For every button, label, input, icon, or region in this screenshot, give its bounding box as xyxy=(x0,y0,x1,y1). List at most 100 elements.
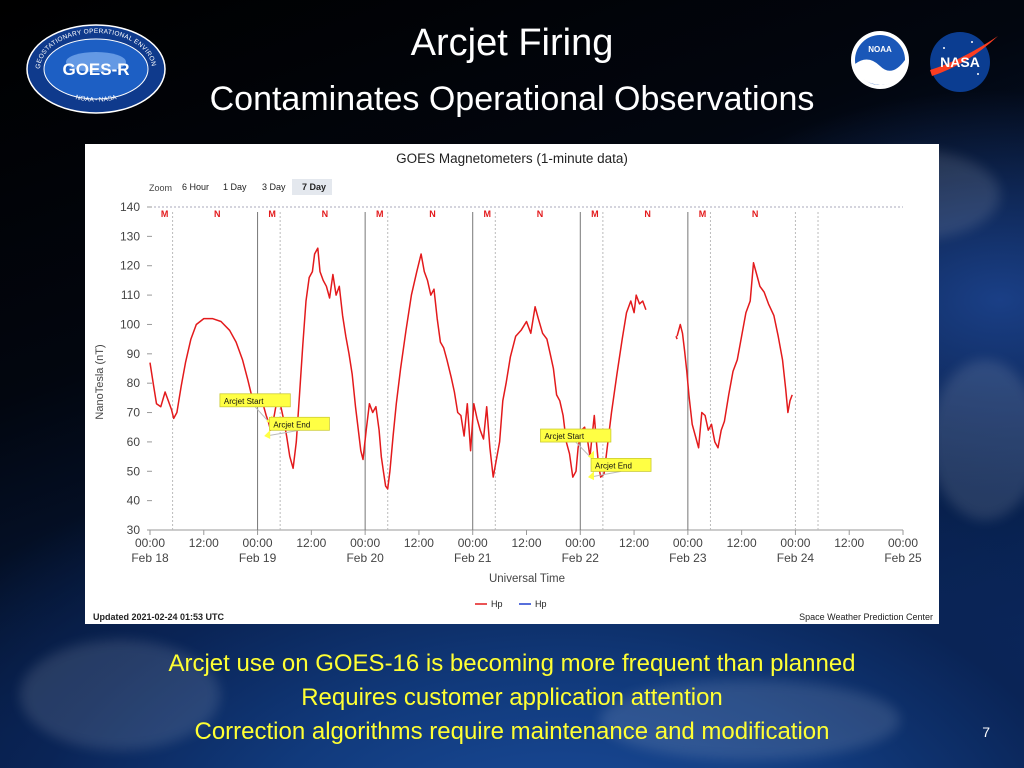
legend-label-hp-red[interactable]: Hp xyxy=(491,599,503,609)
x-tick-time: 00:00 xyxy=(565,536,595,550)
magnetometer-chart: GOES Magnetometers (1-minute data) Zoom … xyxy=(93,151,933,622)
cloud-decoration xyxy=(930,360,1024,520)
mn-marker-m: M xyxy=(161,209,169,219)
mn-marker-m: M xyxy=(376,209,384,219)
annotation-pointer xyxy=(589,470,622,478)
x-tick-date: Feb 19 xyxy=(239,551,277,565)
day-markers xyxy=(172,212,819,530)
bullet-line-1: Arcjet use on GOES-16 is becoming more f… xyxy=(168,650,856,677)
y-tick-label: 90 xyxy=(127,347,141,361)
series-line-hp xyxy=(675,335,678,340)
annotation-box xyxy=(269,416,330,431)
noaa-logo-icon: NOAA xyxy=(851,31,909,89)
bullet-line-2: Requires customer application attention xyxy=(301,684,723,711)
annotation-box xyxy=(540,428,612,443)
mn-marker-n: N xyxy=(322,209,329,219)
goes-r-logo-icon: GEOSTATIONARY OPERATIONAL ENVIRONMENTAL … xyxy=(26,24,166,114)
zoom-selected-highlight xyxy=(292,179,332,195)
zoom-7-day-button[interactable]: 7 Day xyxy=(302,182,326,192)
x-tick-time: 12:00 xyxy=(619,536,649,550)
goes-logo-text: GOES-R xyxy=(62,60,129,79)
x-tick-time: 00:00 xyxy=(350,536,380,550)
x-tick-time: 12:00 xyxy=(189,536,219,550)
annotation-box xyxy=(590,457,652,472)
zoom-1-day-button[interactable]: 1 Day xyxy=(223,182,247,192)
magnetometer-chart-panel: GOES Magnetometers (1-minute data) Zoom … xyxy=(85,144,939,624)
slide-title: Arcjet Firing xyxy=(410,22,614,64)
annotation-label: Arcjet Start xyxy=(224,397,264,406)
mn-marker-m: M xyxy=(699,209,707,219)
y-tick-label: 60 xyxy=(127,435,141,449)
chart-title: GOES Magnetometers (1-minute data) xyxy=(396,151,628,166)
x-tick-date: Feb 25 xyxy=(884,551,922,565)
mn-marker-m: M xyxy=(591,209,599,219)
annotation-label: Arcjet End xyxy=(273,420,310,429)
mn-marker-n: N xyxy=(644,209,651,219)
legend: Hp Hp xyxy=(475,599,547,609)
y-tick-label: 40 xyxy=(127,494,141,508)
x-tick-time: 12:00 xyxy=(296,536,326,550)
y-tick-label: 30 xyxy=(127,523,141,537)
series-lines xyxy=(149,247,793,490)
x-tick-time: 12:00 xyxy=(727,536,757,550)
goes-bottom-text: NOAA - NASA xyxy=(75,94,118,104)
x-tick-time: 00:00 xyxy=(243,536,273,550)
y-tick-label: 70 xyxy=(127,406,141,420)
y-axis-label: NanoTesla (nT) xyxy=(94,344,106,419)
noaa-logo-text: NOAA xyxy=(868,45,892,54)
mn-marker-m: M xyxy=(268,209,276,219)
arcjet-annotations: Arcjet Start Arcjet End Arcjet Start Arcjet… xyxy=(219,393,652,481)
x-tick-time: 12:00 xyxy=(404,536,434,550)
cloud-decoration xyxy=(600,680,900,760)
updated-timestamp: Updated 2021-02-24 01:53 UTC xyxy=(93,612,225,622)
x-tick-time: 12:00 xyxy=(834,536,864,550)
slide-subtitle: Contaminates Operational Observations xyxy=(209,80,815,118)
y-tick-label: 120 xyxy=(120,259,140,273)
legend-label-hp-blue[interactable]: Hp xyxy=(535,599,547,609)
annotation-arrow xyxy=(587,450,594,460)
cloud-decoration xyxy=(20,640,220,750)
annotation-label: Arcjet End xyxy=(595,461,632,470)
x-tick-date: Feb 24 xyxy=(777,551,815,565)
credit-text: Space Weather Prediction Center xyxy=(799,612,933,622)
annotation-label: Arcjet Start xyxy=(544,432,584,441)
x-tick-time: 00:00 xyxy=(135,536,165,550)
mn-marker-n: N xyxy=(752,209,759,219)
x-tick-date: Feb 23 xyxy=(669,551,707,565)
mn-marker-n: N xyxy=(214,209,221,219)
nasa-logo-text: NASA xyxy=(940,54,980,70)
zoom-3-day-button[interactable]: 3 Day xyxy=(262,182,286,192)
x-tick-time: 12:00 xyxy=(511,536,541,550)
annotation-box xyxy=(219,393,291,408)
x-tick-time: 00:00 xyxy=(780,536,810,550)
annotation-arrow xyxy=(264,430,271,440)
annotation-arrow xyxy=(587,471,594,481)
x-tick-date: Feb 18 xyxy=(131,551,169,565)
y-tick-label: 110 xyxy=(121,288,140,302)
x-tick-time: 00:00 xyxy=(458,536,488,550)
mn-marker-n: N xyxy=(537,209,544,219)
svg-text:NOAA - NASA: NOAA - NASA xyxy=(75,94,118,104)
x-tick-time: 00:00 xyxy=(888,536,918,550)
nasa-logo-icon: NASA xyxy=(930,32,998,92)
y-tick-label: 50 xyxy=(127,464,141,478)
mn-marker-m: M xyxy=(484,209,492,219)
x-tick-date: Feb 20 xyxy=(346,551,384,565)
zoom-6-hour-button[interactable]: 6 Hour xyxy=(182,182,209,192)
series-line-hp xyxy=(676,262,793,449)
annotation-pointer xyxy=(266,429,300,437)
x-axis-label: Universal Time xyxy=(489,573,565,585)
x-tick-date: Feb 21 xyxy=(454,551,492,565)
y-tick-label: 130 xyxy=(120,229,140,243)
page-number: 7 xyxy=(982,724,990,740)
zoom-label: Zoom xyxy=(149,183,172,193)
series-line-hp xyxy=(149,247,647,490)
bullet-line-3: Correction algorithms require maintenanc… xyxy=(194,718,830,745)
annotation-pointer xyxy=(575,441,591,457)
zoom-controls: Zoom 6 Hour 1 Day 3 Day 7 Day xyxy=(149,179,332,195)
y-tick-label: 100 xyxy=(120,317,140,331)
x-tick-date: Feb 22 xyxy=(562,551,600,565)
y-tick-label: 80 xyxy=(127,376,141,390)
